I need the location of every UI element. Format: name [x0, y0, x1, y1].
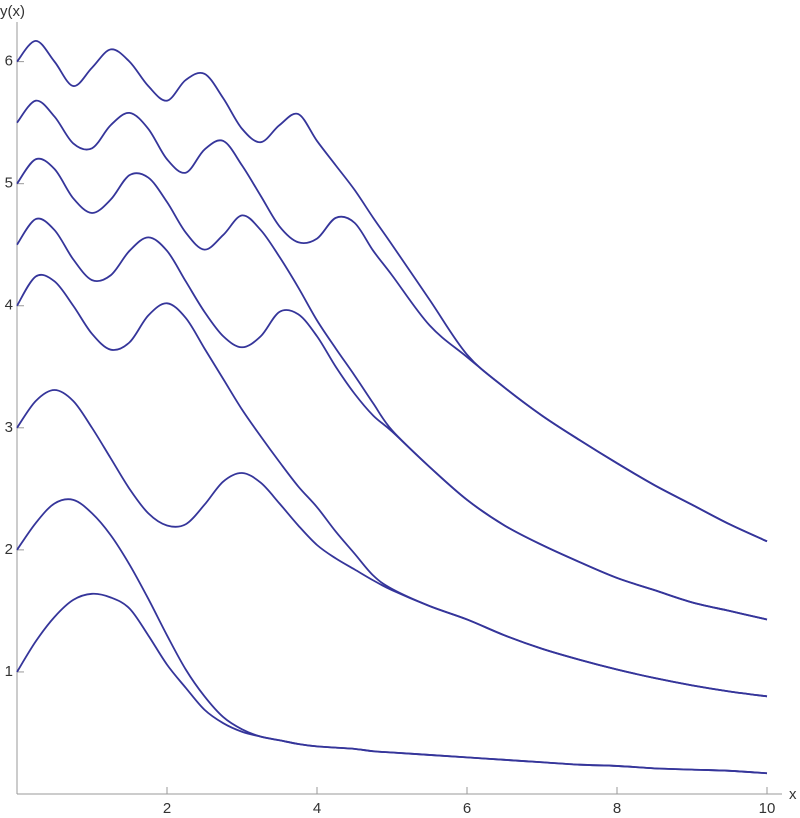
y-tick-label: 3 [5, 419, 13, 436]
y-tick-label: 4 [5, 297, 13, 314]
y-tick-label: 6 [5, 53, 13, 70]
y-tick-label: 1 [5, 663, 13, 680]
x-tick-label: 4 [313, 800, 321, 817]
y-tick-label: 5 [5, 175, 13, 192]
x-tick-label: 10 [759, 800, 776, 817]
line-series [16, 498, 768, 775]
line-series [16, 592, 768, 775]
y-axis-label: y(x) [0, 3, 25, 20]
line-series [16, 217, 768, 621]
x-axis-label: x [789, 786, 797, 803]
x-tick-label: 6 [463, 800, 471, 817]
line-series [16, 99, 768, 543]
y-tick-label: 2 [5, 541, 13, 558]
x-tick-label: 2 [163, 800, 171, 817]
line-series [16, 39, 768, 543]
line-series [16, 157, 768, 621]
line-series [16, 389, 768, 698]
line-series [16, 273, 768, 698]
x-tick-label: 8 [613, 800, 621, 817]
